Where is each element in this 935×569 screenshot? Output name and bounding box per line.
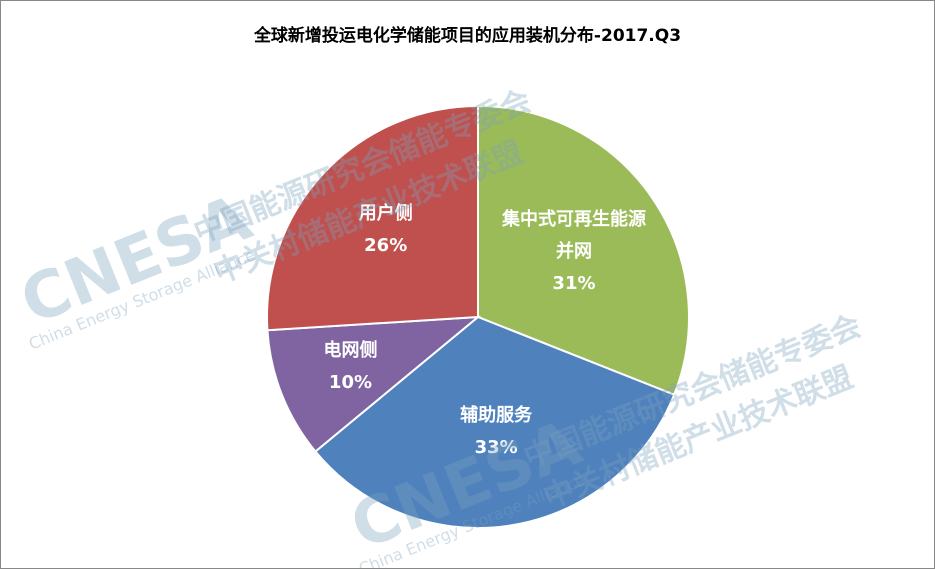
value-label: 10% — [328, 372, 373, 394]
value-label: 33% — [474, 436, 518, 458]
category: 电网侧 — [323, 340, 378, 362]
pie-slice — [266, 315, 482, 453]
category: 用户侧 — [358, 203, 413, 225]
slice-label: 电网侧 10% — [275, 335, 425, 399]
pie-slice — [477, 104, 690, 396]
pie-slice — [314, 315, 676, 529]
pie-slice — [266, 104, 479, 332]
category: 辅助服务 — [460, 404, 533, 426]
value-label: 26% — [364, 235, 408, 257]
chart-title: 全球新增投运电化学储能项目的应用装机分布-2017.Q3 — [253, 26, 682, 46]
slice-label: 集中式可再生能源并网 31% — [499, 204, 649, 300]
value-label: 31% — [552, 272, 596, 294]
category: 集中式可再生能源并网 — [501, 208, 646, 262]
slice-label: 辅助服务 33% — [421, 400, 571, 464]
slice-label: 用户侧 26% — [311, 198, 461, 262]
